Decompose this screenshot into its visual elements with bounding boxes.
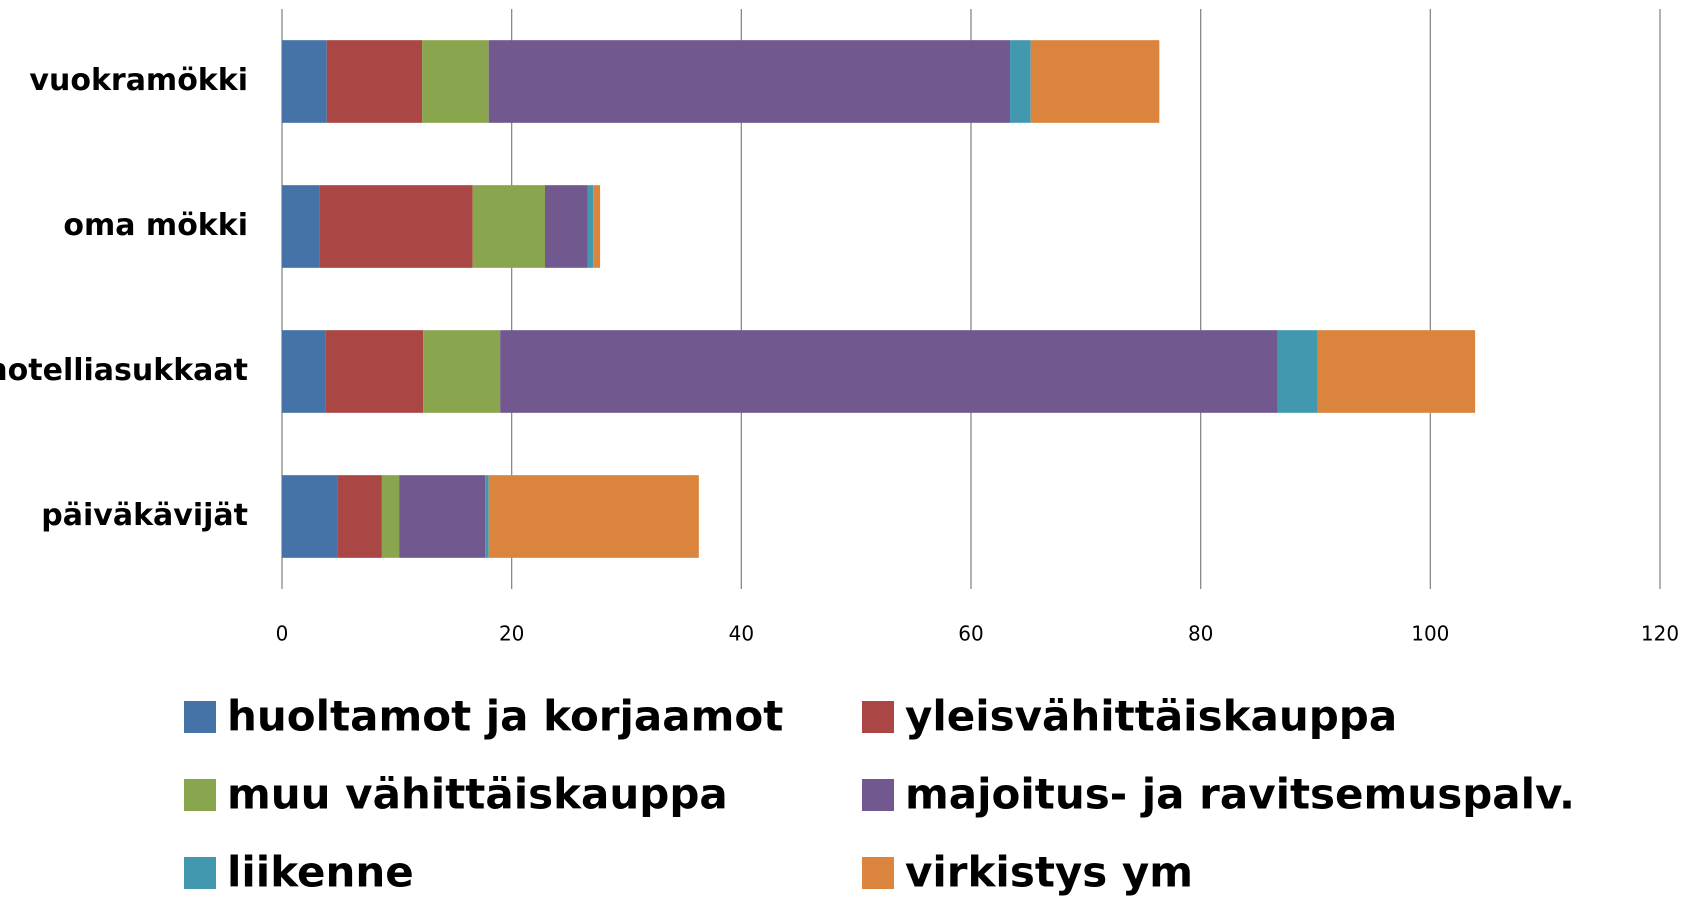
bar-segment <box>488 40 1011 123</box>
bar-segment <box>282 475 338 558</box>
bar-segment <box>485 475 489 558</box>
legend-label: virkistys ym <box>905 848 1193 897</box>
y-tick-label: vuokramökki <box>29 63 248 98</box>
bar-segment <box>544 185 588 268</box>
bar-segment <box>1010 40 1031 123</box>
bar-segment <box>399 475 486 558</box>
y-tick-label: päiväkävijät <box>41 498 248 533</box>
bar-segment <box>1030 40 1160 123</box>
bar-segment <box>423 330 501 413</box>
legend-swatch <box>862 779 894 811</box>
bar-segment <box>319 185 473 268</box>
bar-segment <box>282 330 326 413</box>
bar-segment <box>488 475 699 558</box>
legend-swatch <box>184 779 216 811</box>
bar-segment <box>337 475 382 558</box>
y-tick-label: oma mökki <box>63 208 248 243</box>
x-tick-label: 40 <box>729 622 754 646</box>
bar-segment <box>1317 330 1476 413</box>
legend-swatch <box>862 701 894 733</box>
bar-segment <box>472 185 545 268</box>
bar-segment <box>381 475 400 558</box>
bar-segment <box>593 185 601 268</box>
x-tick-label: 120 <box>1641 622 1679 646</box>
legend-label: huoltamot ja korjaamot <box>227 692 783 741</box>
bar-segment <box>282 185 320 268</box>
x-tick-label: 0 <box>276 622 289 646</box>
legend-swatch <box>862 857 894 889</box>
x-tick-label: 80 <box>1188 622 1213 646</box>
bar-segment <box>500 330 1278 413</box>
legend-label: muu vähittäiskauppa <box>227 770 728 819</box>
legend-label: yleisvähittäiskauppa <box>905 692 1397 741</box>
legend-swatch <box>184 857 216 889</box>
legend-label: majoitus- ja ravitsemuspalv. <box>905 770 1575 819</box>
bar-segment <box>326 40 423 123</box>
bar-segment <box>282 40 327 123</box>
bar-segment <box>422 40 489 123</box>
x-tick-label: 20 <box>499 622 524 646</box>
y-tick-label: hotelliasukkaat <box>0 353 248 388</box>
legend-label: liikenne <box>227 848 414 897</box>
bar-segment <box>325 330 424 413</box>
x-tick-label: 100 <box>1411 622 1449 646</box>
bar-segment <box>1277 330 1318 413</box>
bar-segment <box>587 185 594 268</box>
x-tick-label: 60 <box>958 622 983 646</box>
legend-swatch <box>184 701 216 733</box>
